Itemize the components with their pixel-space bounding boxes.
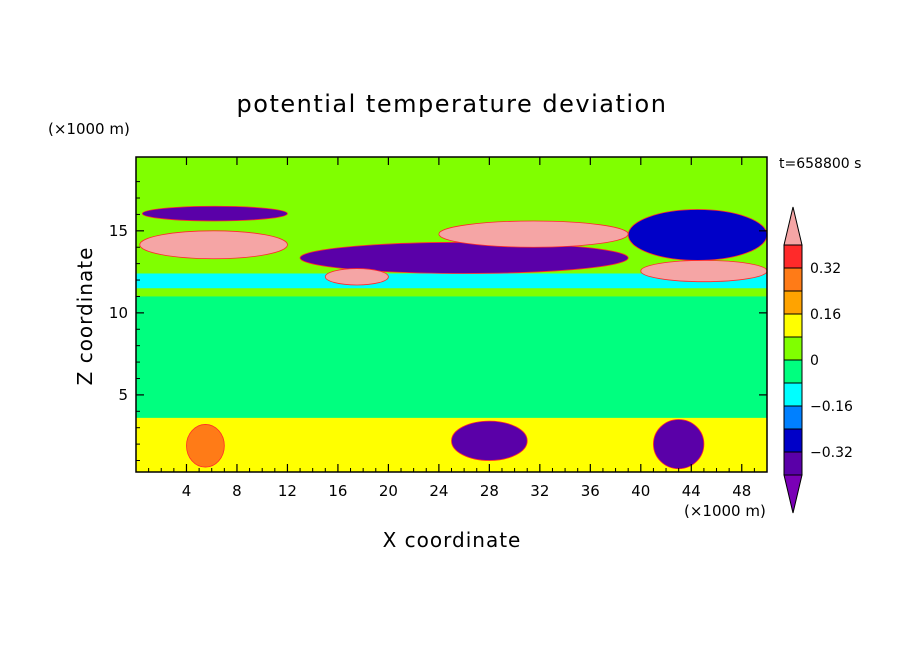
y-unit-label: (×1000 m)	[48, 120, 130, 138]
y-tick-label: 10	[109, 304, 128, 322]
x-tick-label: 16	[328, 482, 347, 500]
colorbar-label: −0.32	[810, 445, 853, 461]
colorbar-segment	[783, 428, 803, 453]
y-axis-ticks: 5 10 15	[109, 181, 767, 462]
colorbar-segment	[783, 405, 803, 430]
chart-title: potential temperature deviation	[237, 90, 668, 118]
x-tick-label: 20	[379, 482, 398, 500]
colorbar-label: −0.16	[810, 399, 853, 415]
contour-blob	[324, 268, 389, 286]
contour-blob	[438, 220, 629, 248]
colorbar-segment	[783, 359, 803, 384]
contour-blob	[640, 259, 767, 283]
x-tick-label: 24	[429, 482, 448, 500]
colorbar-segment	[783, 290, 803, 315]
x-tick-label: 12	[278, 482, 297, 500]
contour-blob	[627, 209, 767, 261]
contour-band	[136, 296, 767, 420]
colorbar-segment	[783, 244, 803, 269]
y-tick-label: 5	[118, 386, 128, 404]
y-axis-title: Z coordinate	[73, 247, 97, 386]
contour-fill	[136, 157, 767, 472]
x-axis-title: X coordinate	[383, 528, 522, 552]
colorbar-segment	[783, 313, 803, 338]
contour-blob	[451, 420, 528, 461]
x-tick-label: 28	[480, 482, 499, 500]
colorbar-arrow-top	[783, 206, 803, 246]
colorbar-segment	[783, 267, 803, 292]
colorbar-segment	[783, 451, 803, 476]
colorbar-segment	[783, 382, 803, 407]
colorbar-label: 0.16	[810, 307, 841, 323]
x-tick-label: 32	[530, 482, 549, 500]
x-tick-label: 48	[732, 482, 751, 500]
contour-blob	[653, 419, 705, 470]
colorbar-label: 0	[810, 353, 819, 369]
colorbar: 0.32 0.16 0 −0.16 −0.32	[783, 206, 853, 514]
contour-blob	[141, 205, 288, 222]
time-label: t=658800 s	[779, 156, 861, 172]
contour-blob	[186, 424, 225, 468]
x-tick-label: 4	[182, 482, 192, 500]
x-unit-label: (×1000 m)	[684, 502, 766, 520]
x-tick-label: 40	[631, 482, 650, 500]
y-tick-label: 15	[109, 222, 128, 240]
contour-band	[136, 157, 767, 207]
x-tick-label: 8	[232, 482, 242, 500]
colorbar-segment	[783, 336, 803, 361]
x-tick-label: 44	[682, 482, 701, 500]
contour-band	[136, 273, 767, 289]
x-tick-label: 36	[581, 482, 600, 500]
contour-blob	[139, 230, 288, 260]
x-axis-ticks: 4 8 12 16 20 24 28 32 36 40 44 48	[148, 157, 755, 500]
colorbar-label: 0.32	[810, 261, 841, 277]
colorbar-arrow-bottom	[783, 474, 803, 514]
